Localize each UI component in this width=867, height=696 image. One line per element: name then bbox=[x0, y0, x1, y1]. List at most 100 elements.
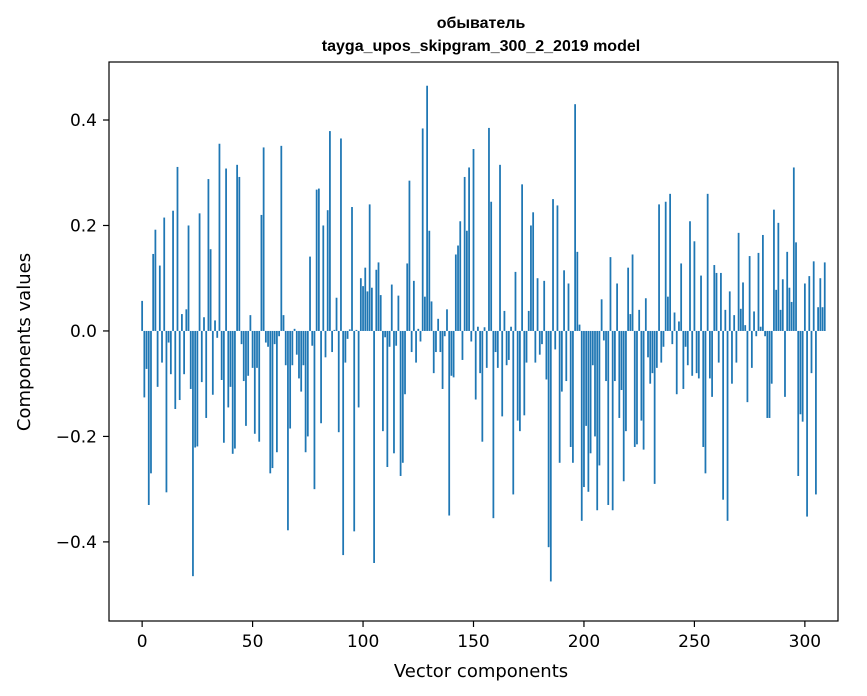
bar bbox=[253, 330, 256, 434]
x-tick-label: 200 bbox=[568, 632, 600, 652]
bar bbox=[317, 188, 320, 331]
bar bbox=[463, 176, 466, 331]
bar bbox=[810, 330, 813, 374]
bar bbox=[220, 330, 223, 380]
bar bbox=[251, 330, 254, 368]
bar bbox=[739, 308, 742, 331]
bar bbox=[691, 330, 694, 376]
bar bbox=[499, 164, 501, 331]
bar bbox=[527, 310, 530, 331]
plot-frame bbox=[108, 61, 839, 622]
bar bbox=[558, 330, 561, 463]
bar bbox=[779, 309, 782, 331]
bar bbox=[145, 330, 148, 369]
bar bbox=[496, 330, 499, 368]
bar bbox=[218, 143, 221, 331]
bar bbox=[439, 330, 442, 353]
bar bbox=[236, 164, 239, 331]
x-axis-ticks: 0 50 100 150 200 250 300 bbox=[137, 621, 821, 652]
bar bbox=[183, 330, 185, 375]
bar bbox=[234, 330, 236, 449]
bar bbox=[454, 254, 457, 331]
bar bbox=[395, 330, 398, 346]
bar bbox=[181, 314, 183, 331]
bar bbox=[240, 330, 243, 345]
bar bbox=[269, 330, 272, 474]
bar bbox=[775, 289, 778, 331]
bar bbox=[174, 330, 177, 409]
bar bbox=[651, 330, 654, 374]
bar bbox=[435, 330, 437, 353]
bar bbox=[697, 330, 700, 379]
bar bbox=[298, 330, 300, 379]
bar bbox=[711, 330, 713, 397]
bar bbox=[432, 330, 435, 374]
bar bbox=[446, 309, 448, 331]
bar bbox=[560, 330, 563, 392]
bar bbox=[569, 330, 572, 447]
bar bbox=[510, 326, 512, 331]
bar bbox=[211, 330, 214, 395]
bar bbox=[673, 312, 676, 331]
bar bbox=[404, 330, 406, 395]
bar bbox=[291, 330, 294, 366]
bar bbox=[178, 330, 181, 401]
bar bbox=[726, 330, 729, 521]
bar bbox=[594, 330, 596, 437]
bar bbox=[474, 330, 477, 400]
bar bbox=[587, 330, 590, 492]
bar bbox=[812, 261, 815, 331]
bar bbox=[406, 263, 409, 331]
bar bbox=[583, 330, 585, 488]
bar bbox=[282, 315, 285, 331]
bar bbox=[576, 251, 579, 331]
bar bbox=[176, 166, 179, 331]
bar bbox=[419, 330, 422, 342]
bar bbox=[198, 213, 201, 331]
x-axis-label: Vector components bbox=[394, 661, 568, 682]
bar bbox=[689, 221, 691, 331]
bar bbox=[152, 253, 155, 331]
bar bbox=[708, 330, 711, 379]
bar bbox=[684, 330, 687, 347]
bar bbox=[556, 205, 559, 331]
bar bbox=[331, 330, 333, 353]
bar bbox=[538, 330, 541, 355]
bar bbox=[216, 330, 219, 338]
bar bbox=[695, 330, 698, 374]
bar bbox=[169, 330, 172, 375]
bar bbox=[790, 301, 793, 331]
bar bbox=[278, 330, 280, 337]
bar bbox=[441, 330, 444, 389]
bar bbox=[161, 330, 163, 363]
bar bbox=[408, 180, 411, 331]
bar bbox=[700, 275, 702, 331]
bar bbox=[490, 201, 493, 331]
bar bbox=[675, 330, 678, 395]
bar bbox=[337, 330, 340, 433]
bar bbox=[189, 330, 192, 389]
bar bbox=[543, 280, 546, 331]
bar bbox=[437, 318, 440, 331]
bar bbox=[521, 184, 523, 331]
bar bbox=[532, 212, 535, 331]
bar bbox=[229, 330, 232, 387]
bar bbox=[642, 330, 645, 450]
bar bbox=[424, 296, 426, 331]
bar bbox=[627, 267, 630, 331]
bar bbox=[222, 330, 225, 443]
bar bbox=[141, 300, 144, 331]
bar bbox=[379, 295, 382, 331]
bar bbox=[693, 241, 696, 331]
bar bbox=[426, 85, 428, 331]
bar bbox=[355, 329, 358, 331]
bar bbox=[629, 314, 632, 331]
bar bbox=[717, 330, 720, 363]
bar bbox=[311, 330, 314, 346]
bar bbox=[777, 222, 780, 331]
bar bbox=[207, 179, 210, 331]
bar bbox=[616, 283, 618, 331]
bar bbox=[262, 147, 265, 331]
bar bbox=[457, 245, 459, 331]
bar bbox=[143, 330, 146, 398]
